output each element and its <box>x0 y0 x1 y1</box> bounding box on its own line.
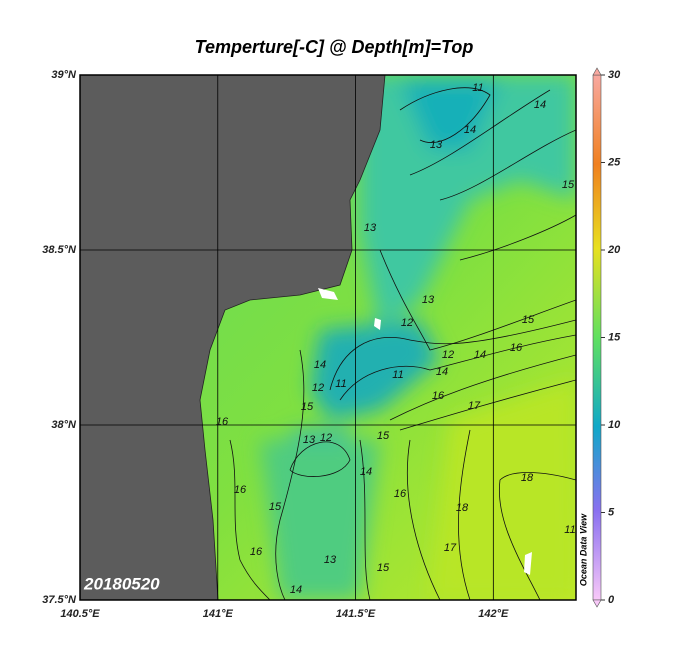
contour-label: 14 <box>360 466 372 478</box>
lat-tick-label: 38°N <box>51 419 77 431</box>
contour-label: 17 <box>444 542 457 554</box>
contour-label: 16 <box>510 342 523 354</box>
contour-label: 17 <box>468 400 481 412</box>
colorbar-tick-label: 30 <box>608 69 621 81</box>
colorbar-tick-label: 15 <box>608 331 621 343</box>
contour-label: 14 <box>474 349 486 361</box>
lon-tick-label: 140.5°E <box>60 608 100 620</box>
colorbar-tick-label: 5 <box>608 506 615 518</box>
contour-label: 15 <box>562 179 575 191</box>
lon-tick-label: 142°E <box>478 608 509 620</box>
contour-label: 14 <box>290 584 302 596</box>
contour-label: 13 <box>364 222 377 234</box>
contour-label: 12 <box>312 382 324 394</box>
colorbar-tick-label: 20 <box>607 244 621 256</box>
contour-label: 12 <box>401 317 413 329</box>
lat-tick-label: 39°N <box>51 69 77 81</box>
land <box>80 75 386 600</box>
colorbar-tick-label: 25 <box>607 156 621 168</box>
colorbar-arrow <box>592 67 602 76</box>
contour-label: 13 <box>303 434 316 446</box>
lat-tick-label: 37.5°N <box>42 594 77 606</box>
contour-label: 13 <box>430 139 443 151</box>
date-label: 20180520 <box>83 574 160 593</box>
colorbar-tick-label: 10 <box>608 419 621 431</box>
contour-label: 15 <box>522 314 535 326</box>
lon-tick-label: 141.5°E <box>336 608 376 620</box>
contour-label: 14 <box>436 366 448 378</box>
contour-label: 14 <box>314 359 326 371</box>
contour-label: 16 <box>216 416 229 428</box>
contour-label: 16 <box>234 484 247 496</box>
contour-label: 12 <box>320 432 332 444</box>
contour-label: 15 <box>377 430 390 442</box>
contour-label: 16 <box>432 390 445 402</box>
colorbar <box>592 67 602 608</box>
no-data <box>374 318 381 330</box>
no-data <box>524 552 532 575</box>
contour-labels: 11 14 13 14 15 13 13 12 15 16 14 12 11 11 12 14 14 16 17 15… <box>216 82 576 596</box>
map-title: Temperture[-C] @ Depth[m]=Top <box>195 37 474 57</box>
contour-label: 11 <box>564 524 575 536</box>
watermark: Ocean Data View <box>578 513 588 586</box>
contour-label: 15 <box>301 401 314 413</box>
lon-tick-label: 141°E <box>203 608 234 620</box>
contour-label: 12 <box>442 349 454 361</box>
lat-tick-label: 38.5°N <box>42 244 77 256</box>
map-frame <box>79 74 577 601</box>
contour-label: 14 <box>534 99 546 111</box>
no-data <box>318 288 338 300</box>
contour-label: 11 <box>472 82 483 94</box>
contour-label: 16 <box>394 488 407 500</box>
colorbar-tick-label: 0 <box>608 594 615 606</box>
contour-label: 15 <box>377 562 390 574</box>
contour-label: 14 <box>464 124 476 136</box>
colorbar-arrow <box>592 599 602 608</box>
contour-label: 15 <box>269 501 282 513</box>
contour-label: 11 <box>392 369 403 381</box>
colorbar-scale <box>592 74 602 601</box>
contour-label: 18 <box>456 502 469 514</box>
contour-label: 18 <box>521 472 534 484</box>
contour-label: 11 <box>335 378 346 390</box>
map-area <box>80 75 576 600</box>
contour-lines <box>229 87 576 600</box>
contour-label: 13 <box>422 294 435 306</box>
contour-label: 16 <box>250 546 263 558</box>
temperature-field <box>260 75 576 600</box>
contour-label: 13 <box>324 554 337 566</box>
